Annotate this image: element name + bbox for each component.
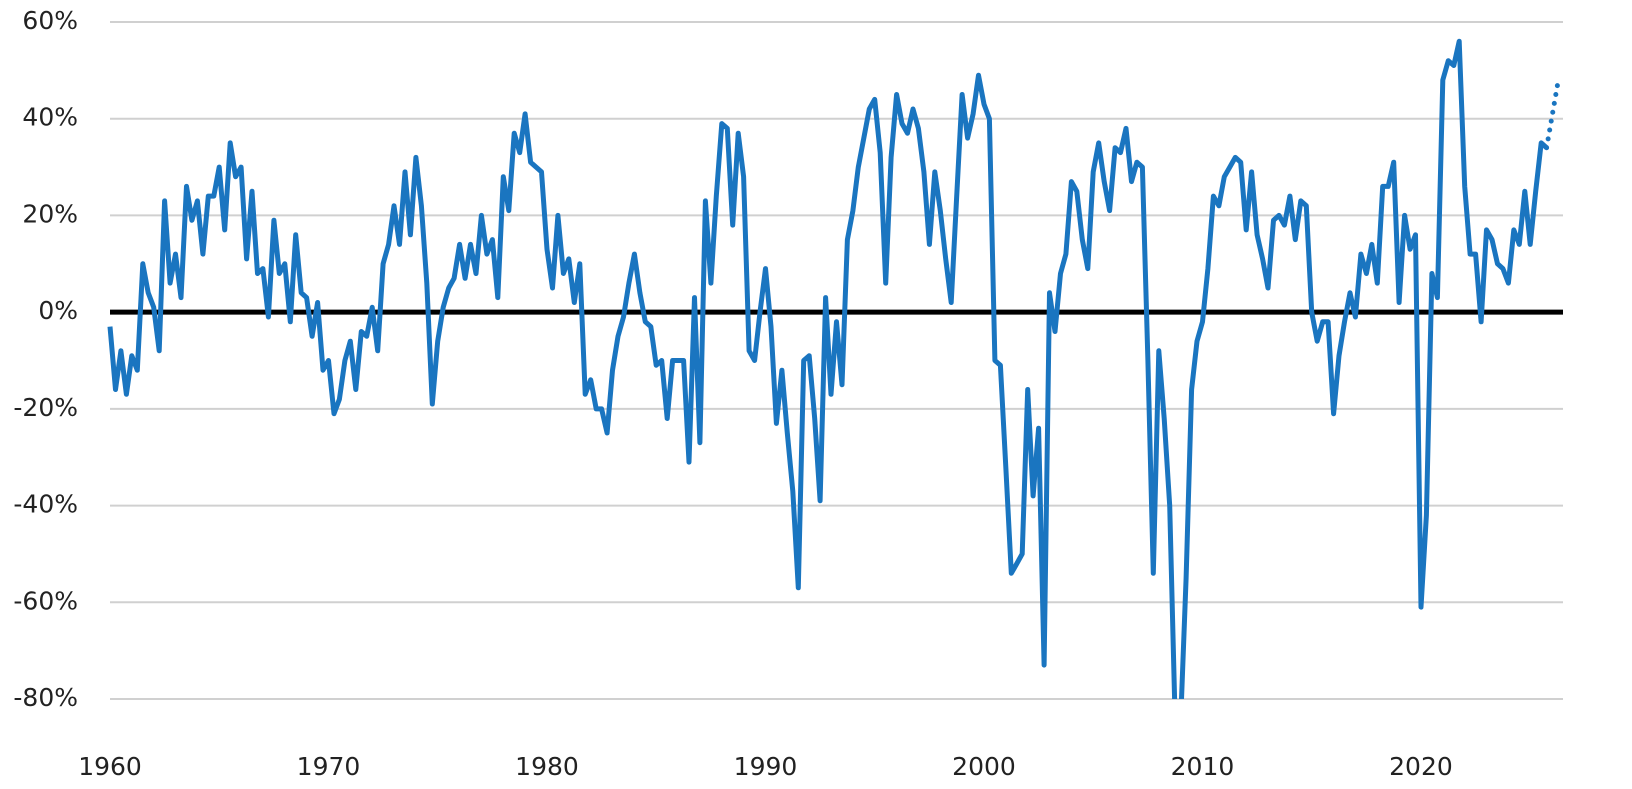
y-tick-label: -80%	[13, 683, 78, 712]
series-line	[107, 38, 1549, 699]
y-tick-label: 0%	[38, 296, 78, 325]
y-tick-label: 60%	[22, 6, 78, 35]
grid	[110, 21, 1563, 700]
y-tick-label: -40%	[13, 490, 78, 519]
series-line	[1544, 82, 1560, 151]
x-tick-label: 2020	[1389, 752, 1453, 781]
x-tick-label: 2000	[952, 752, 1016, 781]
x-tick-label: 1990	[734, 752, 798, 781]
plot-area	[107, 38, 1560, 699]
x-tick-label: 1970	[297, 752, 361, 781]
y-tick-label: -60%	[13, 586, 78, 615]
y-tick-label: 20%	[22, 199, 78, 228]
x-tick-label: 2010	[1171, 752, 1235, 781]
x-tick-label: 1960	[78, 752, 142, 781]
x-tick-label: 1980	[515, 752, 579, 781]
y-tick-label: -20%	[13, 393, 78, 422]
y-tick-label: 40%	[22, 103, 78, 132]
